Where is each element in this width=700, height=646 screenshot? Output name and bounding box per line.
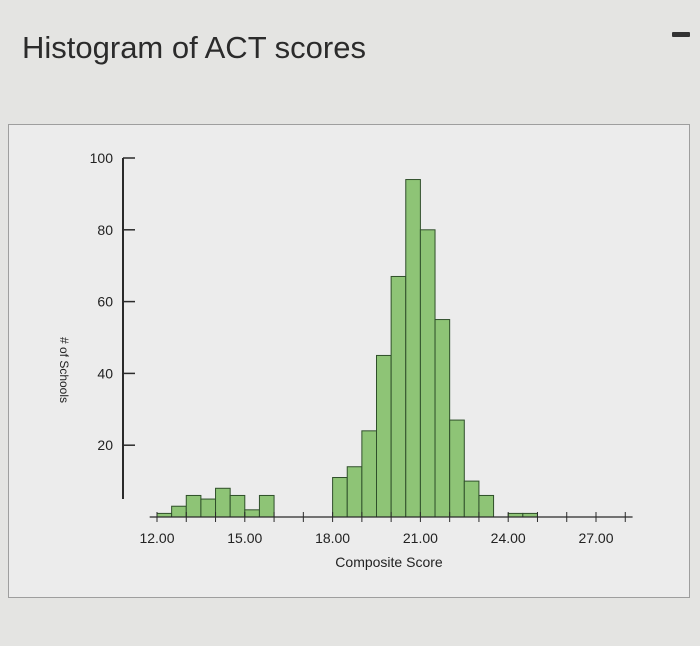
histogram-bar <box>449 419 465 518</box>
histogram-bar <box>434 319 451 518</box>
histogram-bar <box>463 480 480 518</box>
x-tick-label: 15.00 <box>227 530 262 546</box>
y-tick-label: 100 <box>90 150 114 166</box>
y-axis-title: # of Schools <box>57 337 71 403</box>
histogram-bars <box>156 179 538 518</box>
histogram-bar <box>215 487 231 518</box>
histogram-figure: 20 40 60 80 100 12.00 15.00 18.00 21.00 24.00 27.… <box>8 124 690 598</box>
x-tick-label: 24.00 <box>491 530 526 546</box>
histogram-bar <box>200 498 217 518</box>
histogram-chart: 20 40 60 80 100 12.00 15.00 18.00 21.00 24.00 27.… <box>57 150 633 570</box>
y-tick-label: 20 <box>97 437 113 453</box>
page-title: Histogram of ACT scores <box>22 30 366 65</box>
histogram-bar <box>171 505 187 518</box>
x-tick-label: 21.00 <box>403 530 438 546</box>
histogram-bar <box>361 430 378 518</box>
histogram-bar <box>346 466 363 518</box>
minimize-icon[interactable] <box>672 32 690 37</box>
histogram-bar <box>332 477 348 518</box>
histogram-bar <box>229 494 246 518</box>
y-axis: 20 40 60 80 100 <box>90 150 135 499</box>
x-tick-label: 18.00 <box>315 530 350 546</box>
x-axis: 12.00 15.00 18.00 21.00 24.00 27.00 <box>139 512 633 546</box>
histogram-bar <box>405 179 421 518</box>
y-tick-label: 40 <box>97 365 113 381</box>
y-tick-label: 80 <box>97 222 113 238</box>
histogram-bar <box>376 354 392 518</box>
x-axis-title: Composite Score <box>335 554 443 570</box>
histogram-bar <box>244 509 260 518</box>
y-tick-label: 60 <box>97 294 113 310</box>
histogram-bar <box>390 275 407 518</box>
histogram-bar <box>419 229 436 518</box>
histogram-bar <box>185 494 202 518</box>
histogram-bar <box>478 494 495 518</box>
x-tick-label: 12.00 <box>139 530 174 546</box>
x-tick-label: 27.00 <box>578 530 613 546</box>
histogram-bar <box>258 494 275 518</box>
